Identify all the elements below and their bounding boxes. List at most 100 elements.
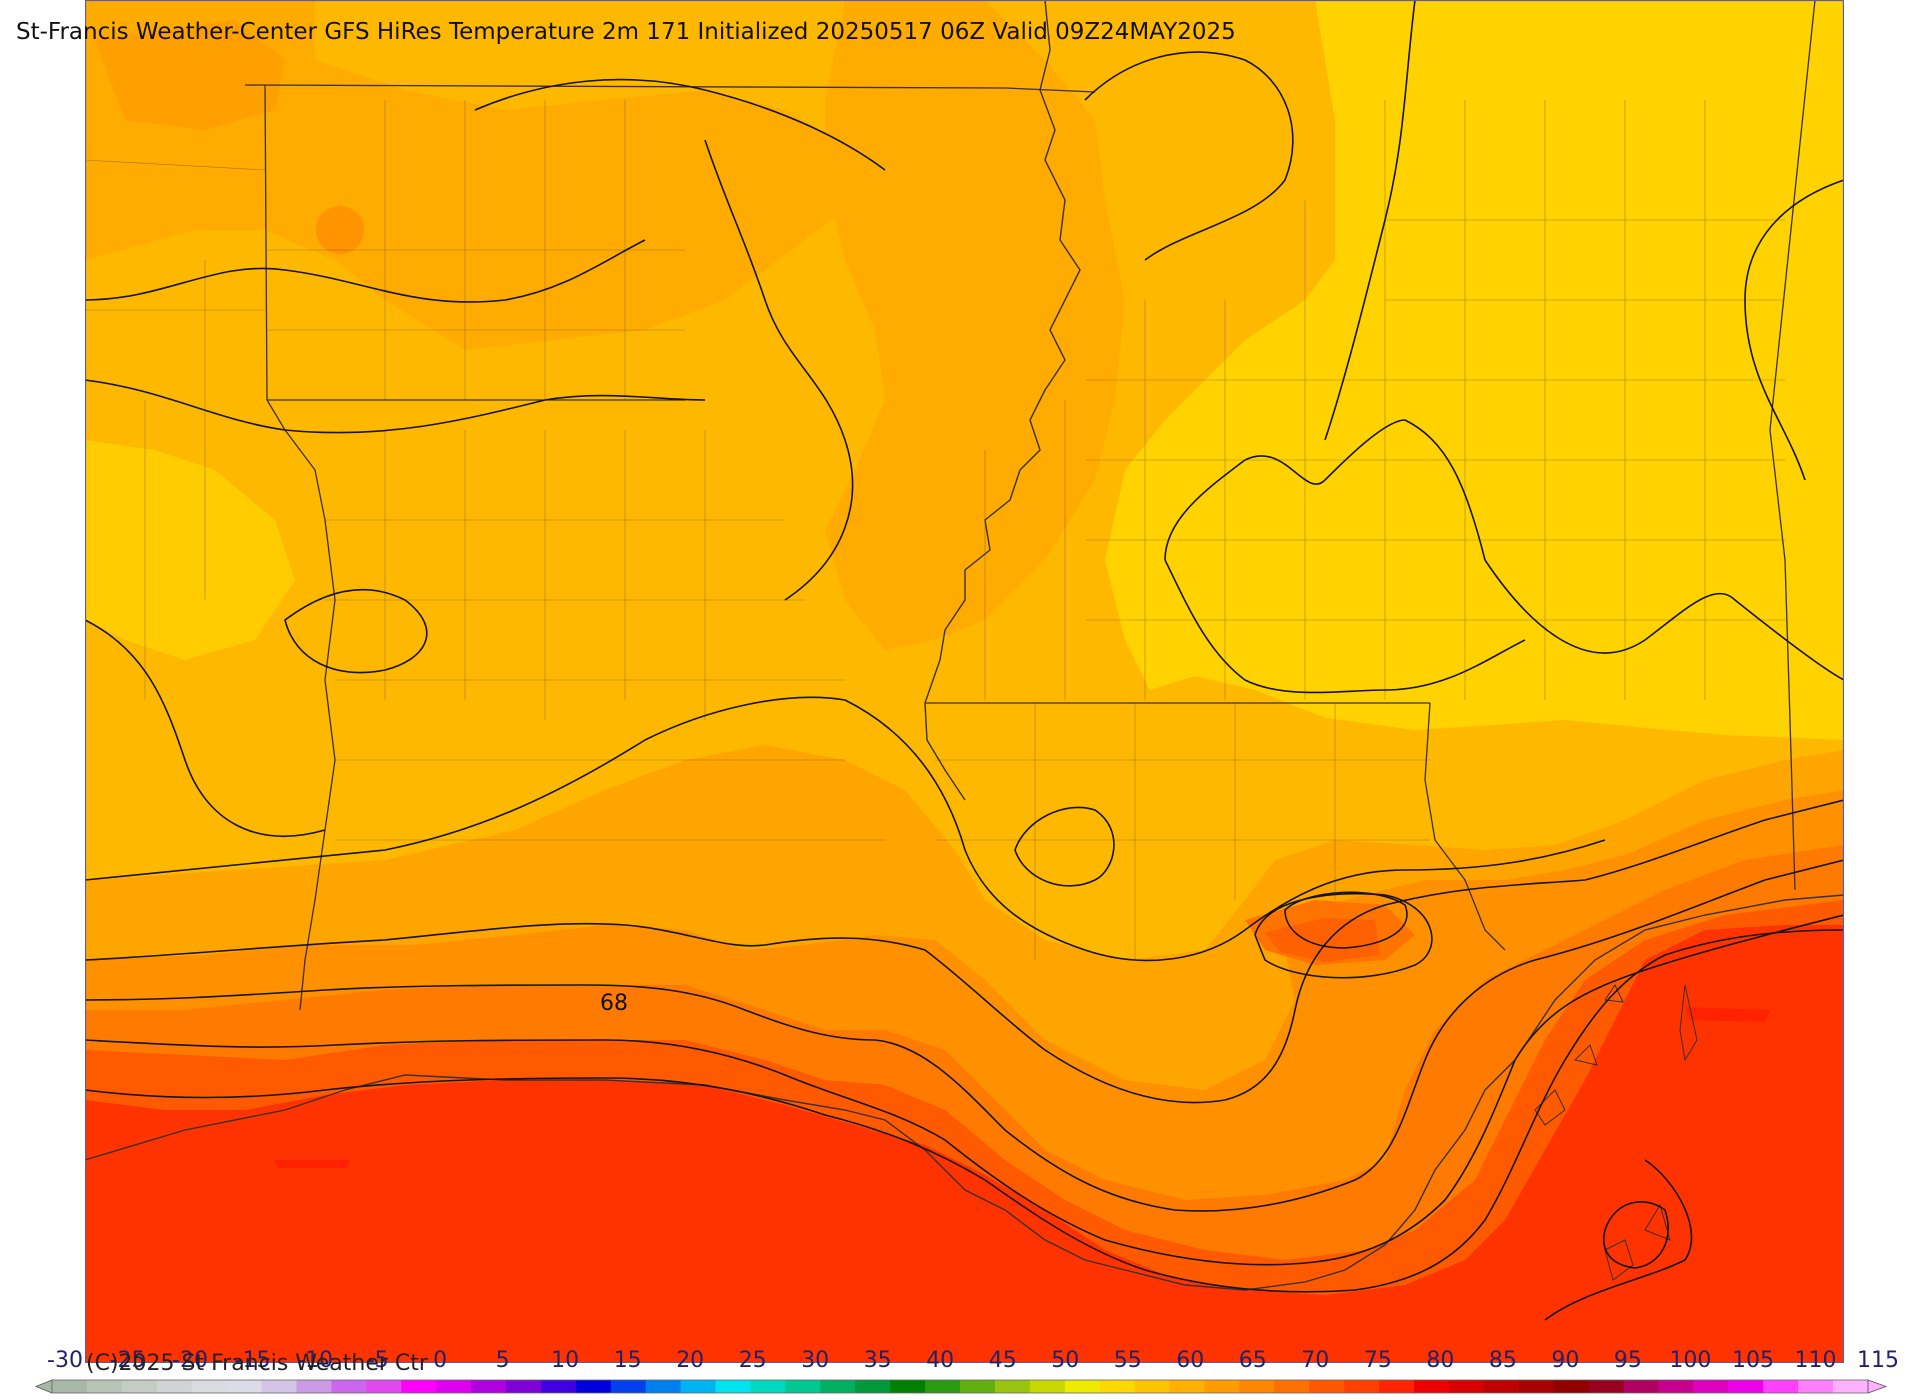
colorbar-swatch [1134, 1380, 1171, 1393]
colorbar-swatch [52, 1380, 88, 1393]
colorbar-tick-label: 70 [1301, 1348, 1330, 1373]
isotherm-contour [85, 799, 1844, 1104]
colorbar-swatch [925, 1380, 961, 1393]
colorbar-tick-label: 110 [1794, 1348, 1837, 1373]
map-frame [85, 0, 1844, 1363]
colorbar-tick-label: -5 [366, 1348, 389, 1373]
colorbar-swatch [121, 1380, 158, 1393]
colorbar-tick-label: 75 [1363, 1348, 1392, 1373]
colorbar-swatch [1553, 1380, 1590, 1393]
colorbar-swatch [1099, 1380, 1136, 1393]
fill-gulf-hot-streak-west [275, 1160, 350, 1168]
colorbar-arrow-left [34, 1379, 53, 1394]
colorbar-tick-label: 15 [613, 1348, 642, 1373]
isotherm-contour [1014, 806, 1115, 887]
colorbar-tick-label: 60 [1176, 1348, 1205, 1373]
state-line-tn-ms [1004, 87, 1096, 93]
isotherm-contour [85, 929, 1844, 1293]
colorbar-swatch [1623, 1380, 1659, 1393]
colorbar-tick-label: 0 [433, 1348, 448, 1373]
colorbar-swatch [540, 1380, 577, 1393]
colorbar-swatch [436, 1380, 472, 1393]
colorbar-tick-label: -15 [234, 1348, 271, 1373]
colorbar-swatch [1483, 1380, 1520, 1393]
colorbar-tick-label: 5 [495, 1348, 510, 1373]
colorbar-swatch [1728, 1380, 1764, 1393]
fill-band-darker-nw [95, 20, 285, 130]
isotherm-contour [85, 239, 646, 303]
colorbar-swatch [820, 1380, 856, 1393]
isotherm-contour [284, 588, 428, 674]
isotherm-contour [474, 78, 886, 171]
colorbar-swatch [1693, 1380, 1729, 1393]
isotherm-contour [85, 619, 326, 837]
isotherm-contour [1544, 1159, 1693, 1321]
colorbar-swatch [401, 1380, 437, 1393]
colorbar-tick-label: 65 [1238, 1348, 1267, 1373]
colorbar-swatch [156, 1380, 193, 1393]
colorbar-tick-label: 95 [1613, 1348, 1642, 1373]
isotherm-contour [1164, 419, 1486, 561]
colorbar-swatch [1064, 1380, 1101, 1393]
state-line-tx-la [266, 399, 336, 1011]
fill-band-yellow [1105, 0, 1844, 740]
isotherm-contour [1164, 559, 1526, 694]
colorbar-tick-label: 115 [1857, 1348, 1899, 1373]
isotherm-contour [1284, 891, 1408, 949]
colorbar-swatch [890, 1380, 926, 1393]
colorbar-swatch [366, 1380, 402, 1393]
isotherm-contour [964, 839, 1606, 962]
colorbar-swatch [1448, 1380, 1485, 1393]
colorbar-tick-label: -25 [109, 1348, 146, 1373]
colorbar-swatch [331, 1380, 367, 1393]
colorbar-tick-label: -10 [297, 1348, 334, 1373]
colorbar-swatch [610, 1380, 647, 1393]
map-title: St-Francis Weather-Center GFS HiRes Temp… [16, 19, 1236, 45]
isotherm-contour [1603, 1201, 1669, 1269]
colorbar-swatch [1588, 1380, 1625, 1393]
temperature-map: 68 [85, 0, 1844, 1363]
colorbar-swatch [1833, 1380, 1869, 1393]
isotherm-contour [704, 139, 854, 601]
colorbar-tick-label: 45 [988, 1348, 1017, 1373]
colorbar-tick-label: 55 [1113, 1348, 1142, 1373]
colorbar-swatch [1029, 1380, 1066, 1393]
colorbar-swatch [1658, 1380, 1694, 1393]
colorbar-swatch [575, 1380, 612, 1393]
colorbar-frame [51, 1379, 1869, 1394]
fill-warm-spot [316, 206, 364, 254]
colorbar-tick-label: 40 [926, 1348, 955, 1373]
colorbar-swatch [1169, 1380, 1205, 1393]
colorbar-swatch [1798, 1380, 1834, 1393]
colorbar-tick-label: 50 [1051, 1348, 1080, 1373]
fill-band-gulf [85, 925, 1844, 1363]
isotherm-contour [85, 914, 1844, 1266]
state-boundaries [244, 0, 1816, 1011]
colorbar-tick-label: 25 [738, 1348, 767, 1373]
colorbar-swatch [994, 1380, 1031, 1393]
colorbar-swatch [1239, 1380, 1275, 1393]
mississippi-river [924, 0, 1081, 801]
colorbar-swatch [296, 1380, 332, 1393]
colorbar-swatch [680, 1380, 717, 1393]
colorbar-tick-label: 10 [551, 1348, 580, 1373]
fill-warm-patch-core [1265, 918, 1380, 962]
colorbar-swatch [645, 1380, 682, 1393]
isotherm-contour [1744, 179, 1844, 481]
colorbar-swatch [261, 1380, 297, 1393]
colorbar-swatch [1309, 1380, 1345, 1393]
colorbar-swatch [1379, 1380, 1415, 1393]
isotherm-contour [85, 379, 706, 434]
colorbar-swatch [1763, 1380, 1799, 1393]
colorbar-tick-label: 100 [1669, 1348, 1712, 1373]
fill-band-yellow-west [85, 440, 295, 660]
isotherm-contour [85, 696, 966, 881]
colorbar-swatch [1344, 1380, 1380, 1393]
colorbar-swatch [1518, 1380, 1555, 1393]
fill-band-center-orange [825, 0, 1125, 650]
isotherm-contours [85, 0, 1844, 1321]
colorbar-tick-label: 35 [863, 1348, 892, 1373]
colorbar-tick-label: 90 [1551, 1348, 1580, 1373]
delta-islands [1534, 983, 1698, 1281]
fill-gulf-hot-streak [1685, 1007, 1770, 1022]
